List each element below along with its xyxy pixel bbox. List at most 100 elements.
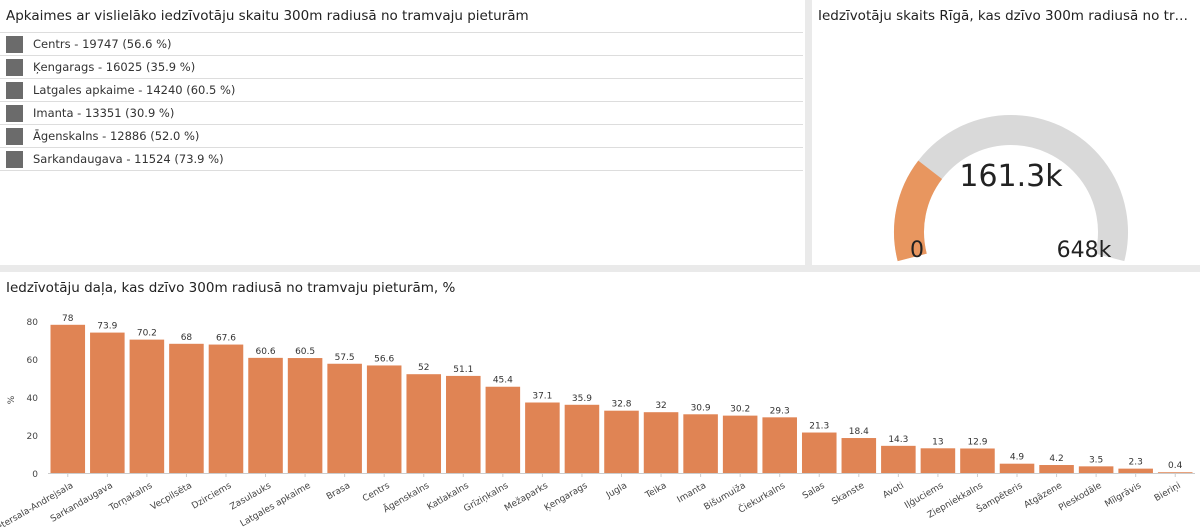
- gauge-panel: Iedzīvotāju skaits Rīgā, kas dzīvo 300m …: [812, 0, 1200, 265]
- list-item[interactable]: Ķengarags - 16025 (35.9 %): [0, 55, 803, 78]
- list-item-label: Latgales apkaime - 14240 (60.5 %): [33, 83, 236, 97]
- x-tick-label: Latgales apkaime: [239, 481, 313, 527]
- list-item-label: Imanta - 13351 (30.9 %): [33, 106, 175, 120]
- bar-value-label: 57.5: [335, 353, 355, 363]
- color-swatch: [6, 58, 23, 76]
- bar[interactable]: [446, 375, 481, 473]
- bar-value-label: 32: [655, 401, 666, 411]
- bar[interactable]: [960, 448, 995, 473]
- bar[interactable]: [604, 410, 639, 473]
- bar-value-label: 21.3: [809, 422, 829, 432]
- bar[interactable]: [920, 448, 956, 473]
- x-tick-label: Imanta: [676, 481, 708, 506]
- color-swatch: [6, 81, 23, 99]
- bar-value-label: 70.2: [137, 329, 157, 339]
- bar[interactable]: [129, 339, 165, 473]
- bar[interactable]: [1118, 468, 1153, 473]
- x-tick-label: Skanste: [830, 481, 866, 508]
- x-tick-label: Mīlgrāvis: [1103, 481, 1143, 510]
- x-tick-label: Ķengarags: [543, 481, 590, 514]
- bar[interactable]: [762, 417, 797, 473]
- bar-value-label: 52: [418, 363, 429, 373]
- bar[interactable]: [366, 365, 402, 473]
- list-item[interactable]: Latgales apkaime - 14240 (60.5 %): [0, 78, 803, 101]
- x-tick-label: Grīziņkalns: [462, 481, 510, 515]
- gauge-fill: [894, 160, 943, 262]
- x-tick-label: Centrs: [361, 481, 392, 505]
- list-item[interactable]: Centrs - 19747 (56.6 %): [0, 32, 803, 55]
- bar[interactable]: [169, 343, 204, 473]
- bar-value-label: 13: [932, 437, 943, 447]
- x-tick-label: Dzirciems: [190, 481, 233, 512]
- color-swatch: [6, 150, 23, 168]
- x-tick-label: Salas: [801, 481, 827, 502]
- bar[interactable]: [643, 412, 679, 473]
- bar-value-label: 18.4: [849, 427, 869, 437]
- y-tick-label: 80: [27, 318, 39, 328]
- bar-value-label: 45.4: [493, 376, 513, 386]
- y-tick-label: 0: [32, 470, 38, 480]
- x-tick-label: Vecpilsēta: [149, 481, 194, 513]
- color-swatch: [6, 127, 23, 145]
- list-item[interactable]: Āgenskalns - 12886 (52.0 %): [0, 124, 803, 147]
- bar-value-label: 68: [181, 333, 193, 343]
- x-tick-label: Teika: [643, 481, 668, 501]
- bar[interactable]: [406, 374, 442, 473]
- bar-value-label: 29.3: [770, 406, 790, 416]
- bar-chart: 020406080%78Pētersala-Andrejsala73.9Sark…: [0, 314, 1195, 527]
- bar-value-label: 0.4: [1168, 461, 1183, 471]
- bar[interactable]: [525, 402, 560, 473]
- bar-value-label: 60.5: [295, 347, 315, 357]
- bar-value-label: 67.6: [216, 334, 236, 344]
- color-swatch: [6, 35, 23, 53]
- bar[interactable]: [327, 363, 362, 473]
- bar-value-label: 32.8: [611, 400, 631, 410]
- color-swatch: [6, 104, 23, 122]
- bar-value-label: 35.9: [572, 394, 592, 404]
- bar[interactable]: [999, 463, 1035, 473]
- bar[interactable]: [722, 415, 758, 473]
- bar[interactable]: [1078, 466, 1114, 473]
- bar[interactable]: [564, 404, 600, 473]
- bar[interactable]: [485, 386, 521, 473]
- list-item[interactable]: Sarkandaugava - 11524 (73.9 %): [0, 147, 803, 171]
- bar[interactable]: [208, 344, 244, 473]
- gauge-min: 0: [910, 238, 924, 263]
- gauge-value: 161.3k: [959, 159, 1063, 194]
- bar-value-label: 56.6: [374, 354, 394, 364]
- bar-value-label: 14.3: [888, 435, 908, 445]
- bar-value-label: 30.2: [730, 405, 750, 415]
- list-item[interactable]: Imanta - 13351 (30.9 %): [0, 101, 803, 124]
- list-item-label: Āgenskalns - 12886 (52.0 %): [33, 129, 200, 143]
- x-tick-label: Pleskodāle: [1057, 481, 1104, 514]
- x-tick-label: Mežaparks: [503, 481, 550, 514]
- bar[interactable]: [50, 324, 86, 473]
- bar-value-label: 37.1: [532, 392, 552, 402]
- bar[interactable]: [683, 414, 718, 473]
- list-item-label: Ķengarags - 16025 (35.9 %): [33, 60, 196, 74]
- y-tick-label: 20: [27, 432, 39, 442]
- bar-value-label: 3.5: [1089, 455, 1103, 465]
- gauge: 161.3k 0 648k: [894, 115, 1128, 263]
- bar[interactable]: [801, 432, 837, 473]
- list-item-label: Centrs - 19747 (56.6 %): [33, 37, 172, 51]
- bar[interactable]: [1157, 472, 1193, 473]
- bar[interactable]: [287, 358, 323, 473]
- x-tick-label: Jugla: [604, 481, 629, 501]
- list-title: Apkaimes ar vislielāko iedzīvotāju skait…: [6, 8, 529, 24]
- bar[interactable]: [881, 445, 916, 473]
- x-tick-label: Bieriņi: [1153, 481, 1183, 504]
- bar-value-label: 60.6: [256, 347, 276, 357]
- bar[interactable]: [90, 332, 125, 473]
- share-chart-panel: Iedzīvotāju daļa, kas dzīvo 300m radiusā…: [0, 272, 1200, 527]
- bar-value-label: 73.9: [97, 322, 117, 332]
- bar[interactable]: [841, 438, 877, 473]
- bar[interactable]: [248, 357, 283, 473]
- x-tick-label: Avoti: [881, 481, 905, 501]
- neighbourhood-list: Centrs - 19747 (56.6 %) Ķengarags - 16025…: [0, 32, 803, 171]
- bar-value-label: 78: [62, 314, 74, 324]
- bar[interactable]: [1039, 465, 1074, 473]
- bar-value-label: 12.9: [967, 437, 987, 447]
- x-tick-label: Pētersala-Andrejsala: [0, 481, 75, 527]
- bar-value-label: 51.1: [453, 365, 473, 375]
